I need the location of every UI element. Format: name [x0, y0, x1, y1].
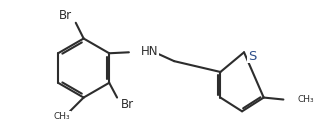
Text: HN: HN: [141, 45, 158, 58]
Text: Br: Br: [121, 98, 135, 111]
Text: Br: Br: [58, 9, 71, 22]
Text: CH₃: CH₃: [54, 112, 70, 121]
Text: CH₃: CH₃: [297, 95, 314, 104]
Text: S: S: [248, 50, 256, 63]
